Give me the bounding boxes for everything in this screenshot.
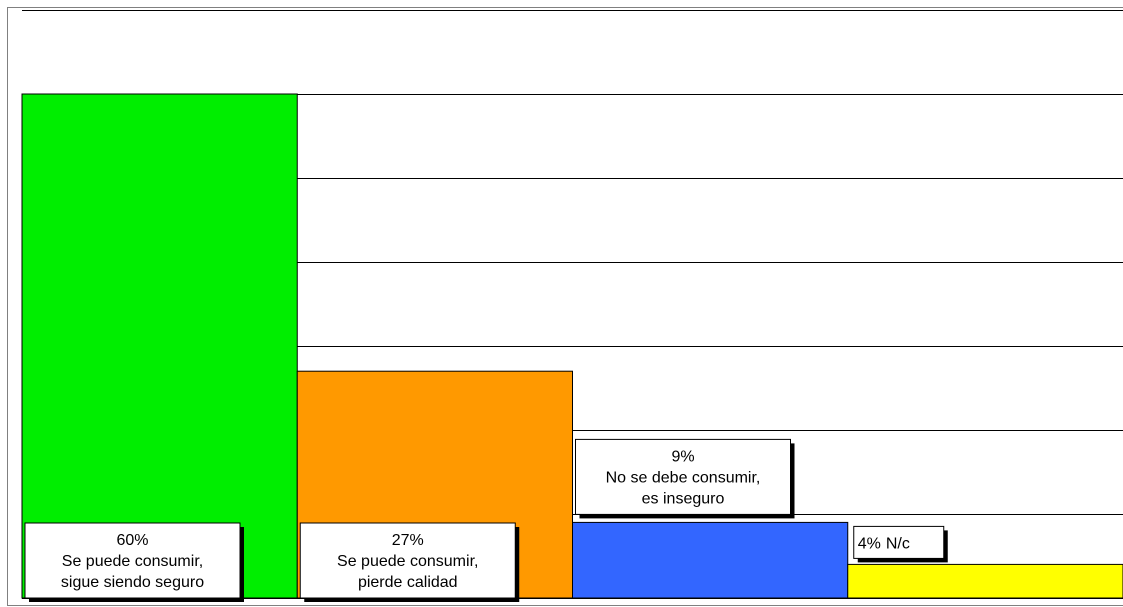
value-label: 9% [671,448,694,465]
label-box [299,522,516,599]
category-label: Se puede consumir, pierde calidad [337,553,478,591]
category-label: N/c [886,535,910,552]
value-label: 60% [116,532,148,549]
bar [572,521,849,599]
label-box [24,522,241,599]
data-label: 60% Se puede consumir, sigue siendo seguro [24,522,244,602]
label-box [575,438,791,515]
value-label: 4% [858,535,881,552]
data-label: 9% No se debe consumir, es inseguro [575,438,795,519]
data-label: 4% N/c [853,525,948,563]
category-label: Se puede consumir, sigue siendo seguro [61,553,204,591]
bar [847,563,1123,599]
bar [21,93,298,599]
label-box [853,525,945,559]
value-label: 27% [392,532,424,549]
data-label: 27% Se puede consumir, pierde calidad [299,522,520,602]
category-label: No se debe consumir, es inseguro [606,469,761,507]
data-label-text: 4% N/c [858,535,910,552]
